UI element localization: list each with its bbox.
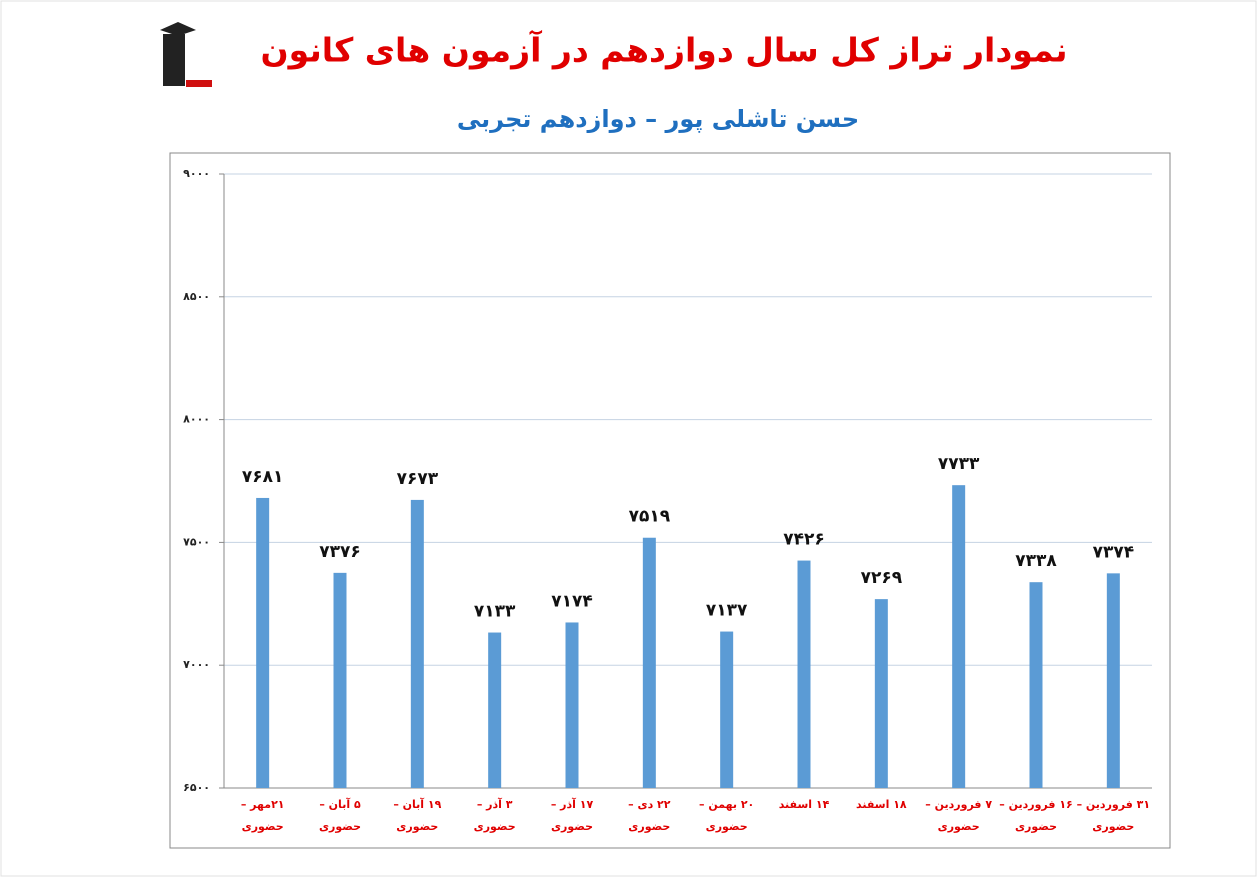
x-tick-label: ۱۶ فروردین – حضوری [999,798,1073,833]
value-label: ۷۱۳۳ [474,602,516,622]
bar [874,599,888,788]
y-tick-label: ۸۰۰۰ [183,413,210,426]
bar [410,499,424,788]
value-label: ۷۲۶۹ [861,568,903,588]
x-tick-label: ۱۴ اسفند [778,798,830,811]
logo [160,22,212,87]
chart-title: نمودار تراز کل سال دوازدهم در آزمون های … [260,30,1067,71]
value-label: ۷۳۳۸ [1015,551,1057,571]
bar [952,485,966,788]
bar [565,622,579,788]
x-tick-label: ۵ آبان – حضوری [318,798,362,833]
bar [488,632,502,788]
chart-subtitle: حسن تاشلی پور – دوازدهم تجربی [457,105,859,133]
x-tick-label: ۱۹ آبان – حضوری [393,798,442,833]
value-label: ۷۱۷۴ [551,591,593,611]
value-label: ۷۳۷۴ [1093,542,1135,562]
value-label: ۷۵۱۹ [629,507,671,527]
y-tick-label: ۷۰۰۰ [183,658,210,671]
value-label: ۷۶۷۳ [397,469,439,489]
bar [1029,582,1043,788]
bar [1106,573,1120,788]
x-tick-label: ۳ آذر – حضوری [473,798,516,833]
x-tick-label: ۳۱ فروردین – حضوری [1076,798,1151,833]
x-tick-label: ۱۷ آذر – حضوری [550,798,594,833]
plot-frame [169,152,1171,849]
bar [333,572,347,788]
bar [797,560,811,788]
y-tick-label: ۹۰۰۰ [183,167,210,180]
bar [720,631,734,788]
value-label: ۷۷۳۳ [938,454,980,474]
value-label: ۷۴۲۶ [783,530,825,550]
value-label: ۷۳۷۶ [319,542,361,562]
x-tick-label: ۱۸ اسفند [856,798,907,811]
x-tick-label: ۷ فروردین – حضوری [925,798,993,833]
value-label: ۷۱۳۷ [706,601,748,621]
bar [642,537,656,788]
y-tick-label: ۶۵۰۰ [183,781,210,794]
y-tick-label: ۷۵۰۰ [183,535,210,548]
value-label: ۷۶۸۱ [242,467,284,487]
x-tick-label: ۲۰ بهمن – حضوری [699,798,755,833]
x-tick-label: ۲۲ دی – حضوری [628,798,671,833]
x-tick-label: ۲۱مهر – حضوری [240,798,285,833]
bar [256,497,270,788]
y-tick-label: ۸۵۰۰ [183,290,210,303]
